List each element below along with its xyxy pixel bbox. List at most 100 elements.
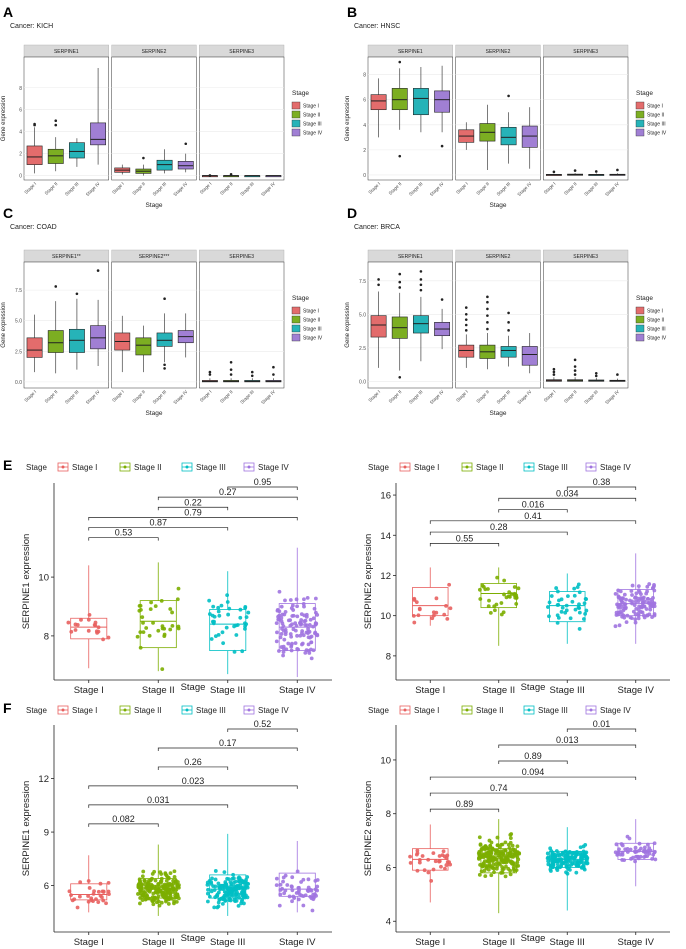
data-point bbox=[135, 634, 140, 639]
data-point bbox=[563, 849, 568, 854]
x-tick-label: Stage IV bbox=[516, 389, 533, 406]
data-point bbox=[274, 621, 279, 626]
data-point bbox=[211, 604, 216, 609]
data-point bbox=[216, 609, 221, 614]
data-point bbox=[138, 901, 142, 906]
comparison-bracket: 0.016 bbox=[498, 500, 568, 513]
data-point bbox=[223, 883, 228, 888]
data-point bbox=[238, 607, 243, 612]
data-point bbox=[151, 891, 156, 896]
data-point bbox=[514, 602, 519, 606]
data-point bbox=[548, 846, 553, 851]
facet-strip-label: SERPINE2*** bbox=[139, 254, 170, 260]
x-tick-label: Stage II bbox=[482, 685, 515, 696]
x-axis-label: Stage bbox=[146, 410, 163, 417]
y-tick-label: 16 bbox=[380, 491, 391, 502]
x-axis-label: Stage bbox=[146, 202, 163, 209]
data-point bbox=[301, 894, 306, 899]
data-point bbox=[499, 601, 504, 605]
outlier-point bbox=[486, 307, 489, 311]
data-point bbox=[637, 604, 641, 609]
data-point bbox=[309, 656, 314, 661]
x-tick-label: Stage II bbox=[131, 389, 146, 404]
data-point bbox=[69, 893, 73, 898]
data-point bbox=[513, 595, 518, 600]
data-point bbox=[278, 888, 283, 892]
outlier-point bbox=[594, 170, 598, 173]
legend-label: Stage I bbox=[72, 463, 97, 472]
comparison-bracket: 0.52 bbox=[227, 719, 298, 732]
x-tick-label: Stage IV bbox=[172, 181, 189, 198]
data-point bbox=[152, 896, 156, 900]
legend-key-dot bbox=[589, 708, 593, 712]
x-tick-label: Stage II bbox=[475, 389, 490, 404]
legend-key bbox=[291, 110, 301, 119]
bracket-line bbox=[429, 808, 500, 813]
comparison-bracket: 0.023 bbox=[88, 776, 298, 789]
x-tick-label: Stage III bbox=[64, 181, 80, 197]
x-axis-label: Stage bbox=[181, 933, 206, 944]
bracket-line bbox=[498, 744, 637, 749]
facet: SERPINE3 Stage I Stage II Stage III Stage IV bbox=[543, 44, 629, 197]
comparison-bracket: 0.082 bbox=[88, 814, 159, 827]
data-point bbox=[548, 869, 553, 873]
data-point bbox=[315, 613, 320, 617]
data-point bbox=[288, 623, 293, 628]
data-point bbox=[296, 897, 301, 902]
data-point bbox=[645, 584, 650, 589]
comparison-bracket: 0.74 bbox=[429, 783, 568, 797]
y-tick-label: 8 bbox=[386, 809, 391, 820]
y-tick-label: 4 bbox=[363, 123, 366, 129]
facet-strip-label: SERPINE1 bbox=[398, 49, 423, 55]
data-point bbox=[146, 881, 150, 886]
outlier-point bbox=[377, 278, 380, 281]
data-point bbox=[482, 852, 487, 857]
y-axis-label: Gene expression bbox=[1, 302, 7, 347]
data-point bbox=[303, 618, 308, 623]
y-tick-label: 0 bbox=[19, 174, 22, 180]
x-tick-label: Stage II bbox=[388, 181, 403, 196]
data-point bbox=[412, 598, 417, 602]
data-point bbox=[96, 625, 101, 630]
data-point bbox=[415, 868, 420, 873]
box-stage-i bbox=[26, 337, 43, 358]
data-point bbox=[310, 908, 315, 913]
legend-label: Stage II bbox=[647, 318, 664, 324]
legend-key bbox=[635, 128, 645, 137]
data-point bbox=[287, 894, 292, 899]
y-tick-label: 10 bbox=[380, 611, 391, 622]
data-point bbox=[213, 884, 218, 889]
data-point bbox=[297, 888, 301, 893]
x-axis-label: Stage bbox=[521, 933, 546, 944]
legend-title: Stage bbox=[26, 463, 47, 472]
comparison-bracket: 0.01 bbox=[566, 719, 637, 732]
x-tick-label: Stage I bbox=[199, 389, 213, 403]
outlier-point bbox=[486, 295, 489, 299]
data-point bbox=[174, 881, 178, 885]
box-stage-i bbox=[458, 344, 475, 358]
data-point bbox=[160, 667, 165, 672]
data-point bbox=[615, 602, 619, 607]
data-point bbox=[483, 844, 488, 849]
data-point bbox=[66, 620, 71, 625]
comparison-bracket: 0.87 bbox=[88, 518, 229, 531]
y-axis-label: SERPINE1 expression bbox=[21, 534, 32, 630]
data-point bbox=[212, 888, 217, 892]
data-point bbox=[408, 854, 412, 859]
bracket-line bbox=[88, 537, 159, 541]
data-point bbox=[210, 876, 214, 881]
data-point bbox=[239, 899, 244, 904]
data-point bbox=[433, 859, 438, 864]
data-point bbox=[165, 884, 170, 888]
y-tick-label: 10 bbox=[38, 573, 49, 584]
data-point bbox=[514, 864, 519, 869]
outlier-point bbox=[507, 321, 510, 324]
comparison-bracket: 0.034 bbox=[498, 488, 637, 502]
data-point bbox=[208, 612, 212, 616]
data-point bbox=[629, 589, 634, 593]
data-point bbox=[147, 633, 152, 638]
data-point bbox=[230, 876, 235, 881]
x-tick-label: Stage I bbox=[455, 389, 469, 403]
data-point bbox=[625, 613, 630, 618]
data-point bbox=[444, 604, 448, 608]
